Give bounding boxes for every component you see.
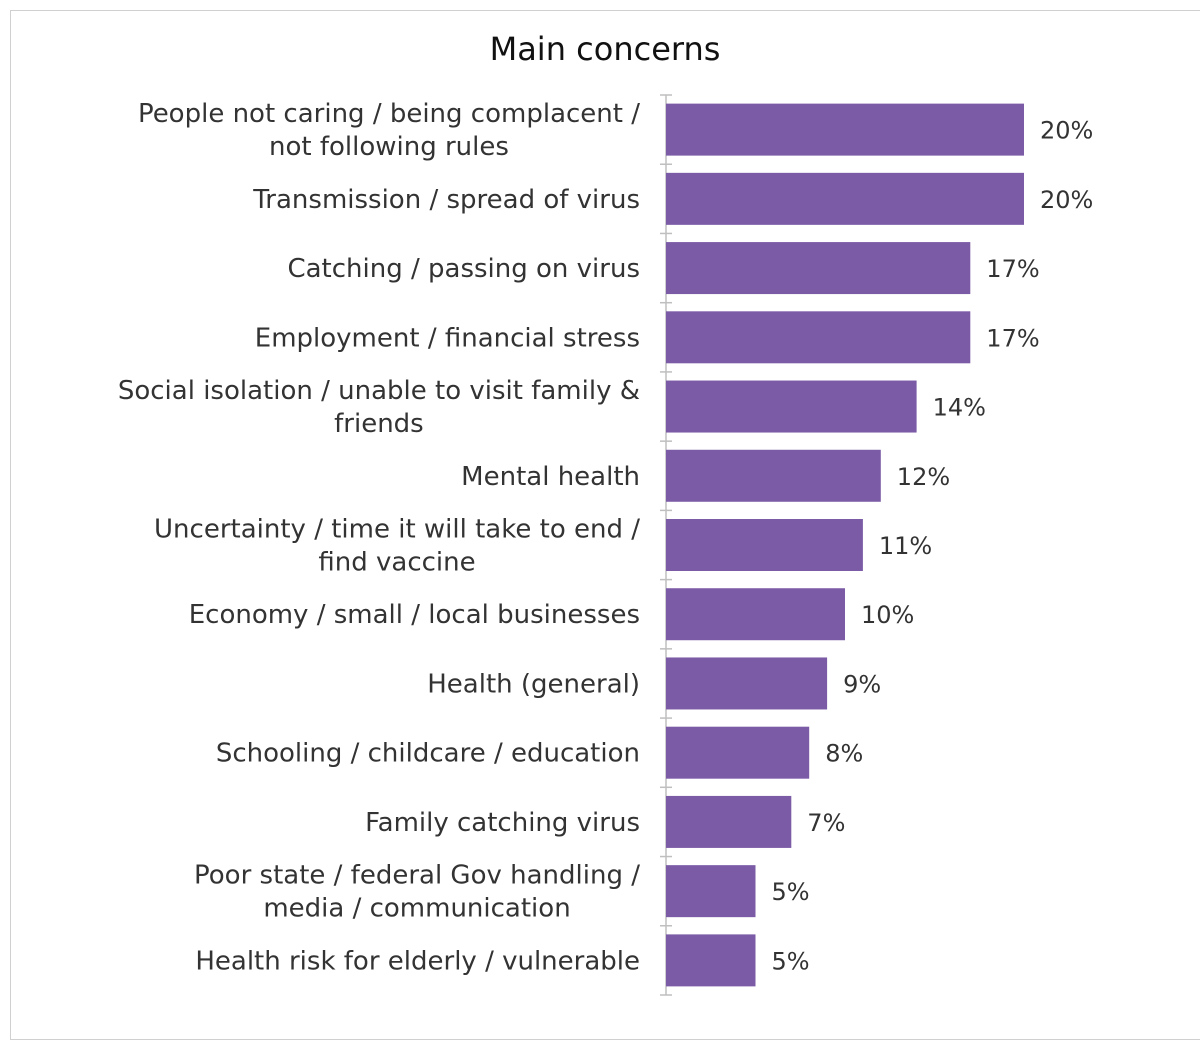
- category-label: Catching / passing on virus: [287, 254, 640, 284]
- category-label-line: Schooling / childcare / education: [216, 739, 640, 769]
- category-label-line: Economy / small / local businesses: [189, 600, 640, 630]
- value-label: 17%: [986, 255, 1039, 283]
- value-label: 14%: [933, 394, 986, 422]
- bar: [666, 380, 917, 433]
- value-label: 11%: [879, 532, 932, 560]
- bar: [666, 795, 792, 848]
- category-label-line: Catching / passing on virus: [287, 254, 640, 284]
- bar: [666, 519, 863, 571]
- category-label: Health risk for elderly / vulnerable: [195, 946, 640, 976]
- value-label: 9%: [843, 670, 881, 698]
- value-label: 10%: [861, 601, 914, 629]
- category-label-line: Family catching virus: [365, 808, 640, 838]
- value-label: 20%: [1040, 117, 1093, 145]
- category-label: Social isolation / unable to visit famil…: [118, 376, 640, 439]
- category-label: Poor state / federal Gov handling / media…: [194, 861, 640, 924]
- bar-chart: 20% People not caring / being complacent …: [118, 94, 1093, 996]
- category-label-line: media / communication: [263, 894, 570, 924]
- category-label-line: Health risk for elderly / vulnerable: [195, 946, 640, 976]
- category-label-line: Uncertainty / time it will take to end /: [154, 515, 640, 545]
- value-label: 5%: [772, 878, 810, 906]
- category-label-line: People not caring / being complacent /: [138, 99, 640, 129]
- category-label: Uncertainty / time it will take to end /…: [154, 515, 640, 578]
- category-label: Schooling / childcare / education: [216, 739, 640, 769]
- category-label-line: Poor state / federal Gov handling /: [194, 861, 640, 891]
- value-label: 5%: [772, 947, 810, 975]
- category-label: Family catching virus: [365, 808, 640, 838]
- bar: [666, 588, 845, 641]
- bar: [666, 311, 971, 364]
- value-label: 8%: [825, 740, 863, 768]
- value-label: 7%: [807, 809, 845, 837]
- category-label: Mental health: [461, 462, 640, 492]
- bar: [666, 865, 756, 918]
- value-label: 17%: [986, 324, 1039, 352]
- bar: [666, 657, 828, 710]
- category-label: People not caring / being complacent / no…: [138, 99, 640, 162]
- bar: [666, 172, 1024, 225]
- category-label-line: Social isolation / unable to visit famil…: [118, 376, 640, 406]
- chart-title: Main concerns: [489, 30, 721, 68]
- bar: [666, 449, 881, 502]
- category-label: Transmission / spread of virus: [252, 185, 640, 215]
- bar: [666, 934, 756, 987]
- category-label-line: not following rules: [269, 132, 509, 162]
- category-label-line: Transmission / spread of virus: [252, 185, 640, 215]
- bar: [666, 242, 971, 295]
- category-label-line: Mental health: [461, 462, 640, 492]
- bar: [666, 103, 1024, 156]
- category-label-line: find vaccine: [318, 548, 475, 578]
- value-label: 12%: [897, 463, 950, 491]
- bar: [666, 726, 810, 779]
- category-label: Health (general): [427, 669, 640, 699]
- category-label-line: friends: [334, 409, 424, 439]
- category-label: Economy / small / local businesses: [189, 600, 640, 630]
- category-label-line: Health (general): [427, 669, 640, 699]
- value-label: 20%: [1040, 186, 1093, 214]
- category-label-line: Employment / financial stress: [255, 323, 640, 353]
- category-label: Employment / financial stress: [255, 323, 640, 353]
